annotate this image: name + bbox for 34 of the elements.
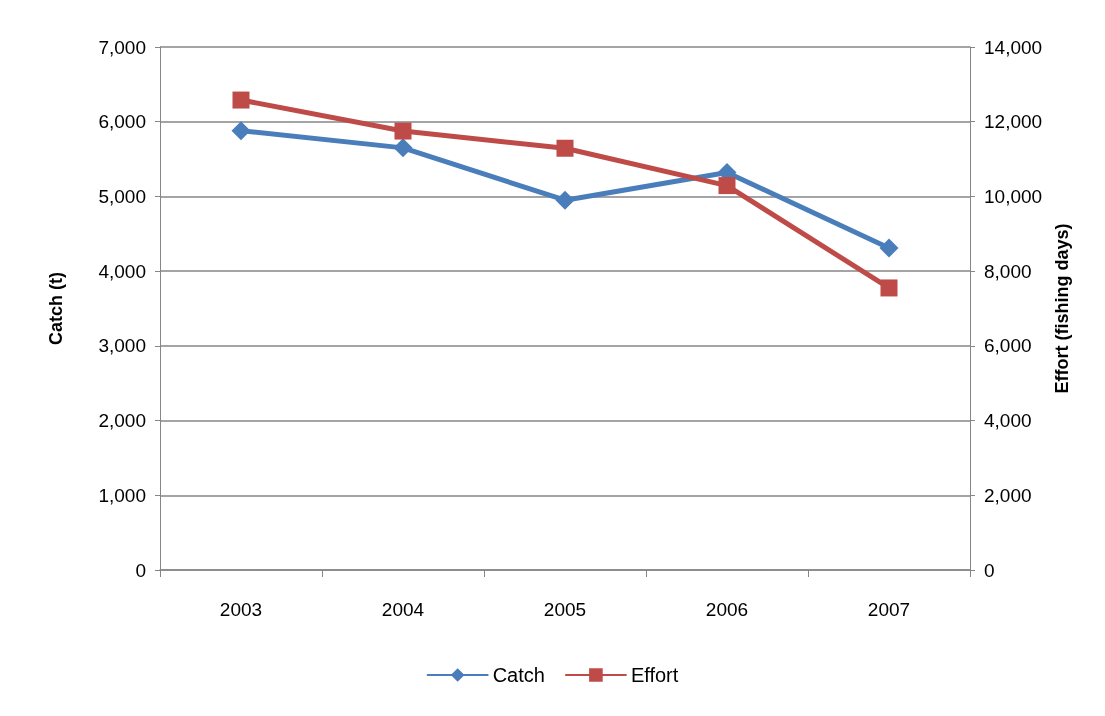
y-tick-label: 7,000	[98, 36, 146, 58]
y-tick-label: 0	[135, 559, 146, 581]
y-tick-label: 4,000	[98, 260, 146, 282]
legend-label: Effort	[630, 664, 679, 686]
y2-tick-label: 14,000	[984, 36, 1043, 58]
x-tick-label: 2007	[867, 599, 911, 620]
x-tick-label: 2003	[219, 599, 263, 620]
point	[879, 238, 899, 258]
y2-tick-label: 2,000	[984, 484, 1032, 506]
y2-tick-label: 10,000	[984, 185, 1043, 207]
legend-label: Catch	[492, 664, 545, 686]
point	[556, 139, 574, 157]
y-tick-label: 3,000	[98, 335, 146, 357]
y2-tick-label: 12,000	[984, 111, 1043, 133]
point	[231, 121, 251, 141]
x-tick-label: 2004	[381, 599, 425, 620]
point	[393, 138, 413, 158]
y2-tick-label: 4,000	[984, 410, 1032, 432]
x-tick-label: 2006	[705, 599, 749, 620]
y-tick-label: 5,000	[98, 185, 146, 207]
point	[880, 279, 898, 297]
y-axis-title: Catch (t)	[46, 272, 66, 345]
y-tick-label: 2,000	[98, 410, 146, 432]
y-tick-label: 1,000	[98, 484, 146, 506]
point	[232, 91, 250, 109]
point	[718, 177, 736, 195]
y2-axis-title: Effort (fishing days)	[1052, 223, 1073, 394]
y2-tick-label: 0	[984, 559, 995, 581]
y2-tick-label: 6,000	[984, 335, 1032, 357]
point	[555, 190, 575, 210]
x-tick-label: 2005	[543, 599, 587, 620]
y-tick-label: 6,000	[98, 111, 146, 133]
point	[394, 122, 412, 140]
y2-tick-label: 8,000	[984, 260, 1032, 282]
